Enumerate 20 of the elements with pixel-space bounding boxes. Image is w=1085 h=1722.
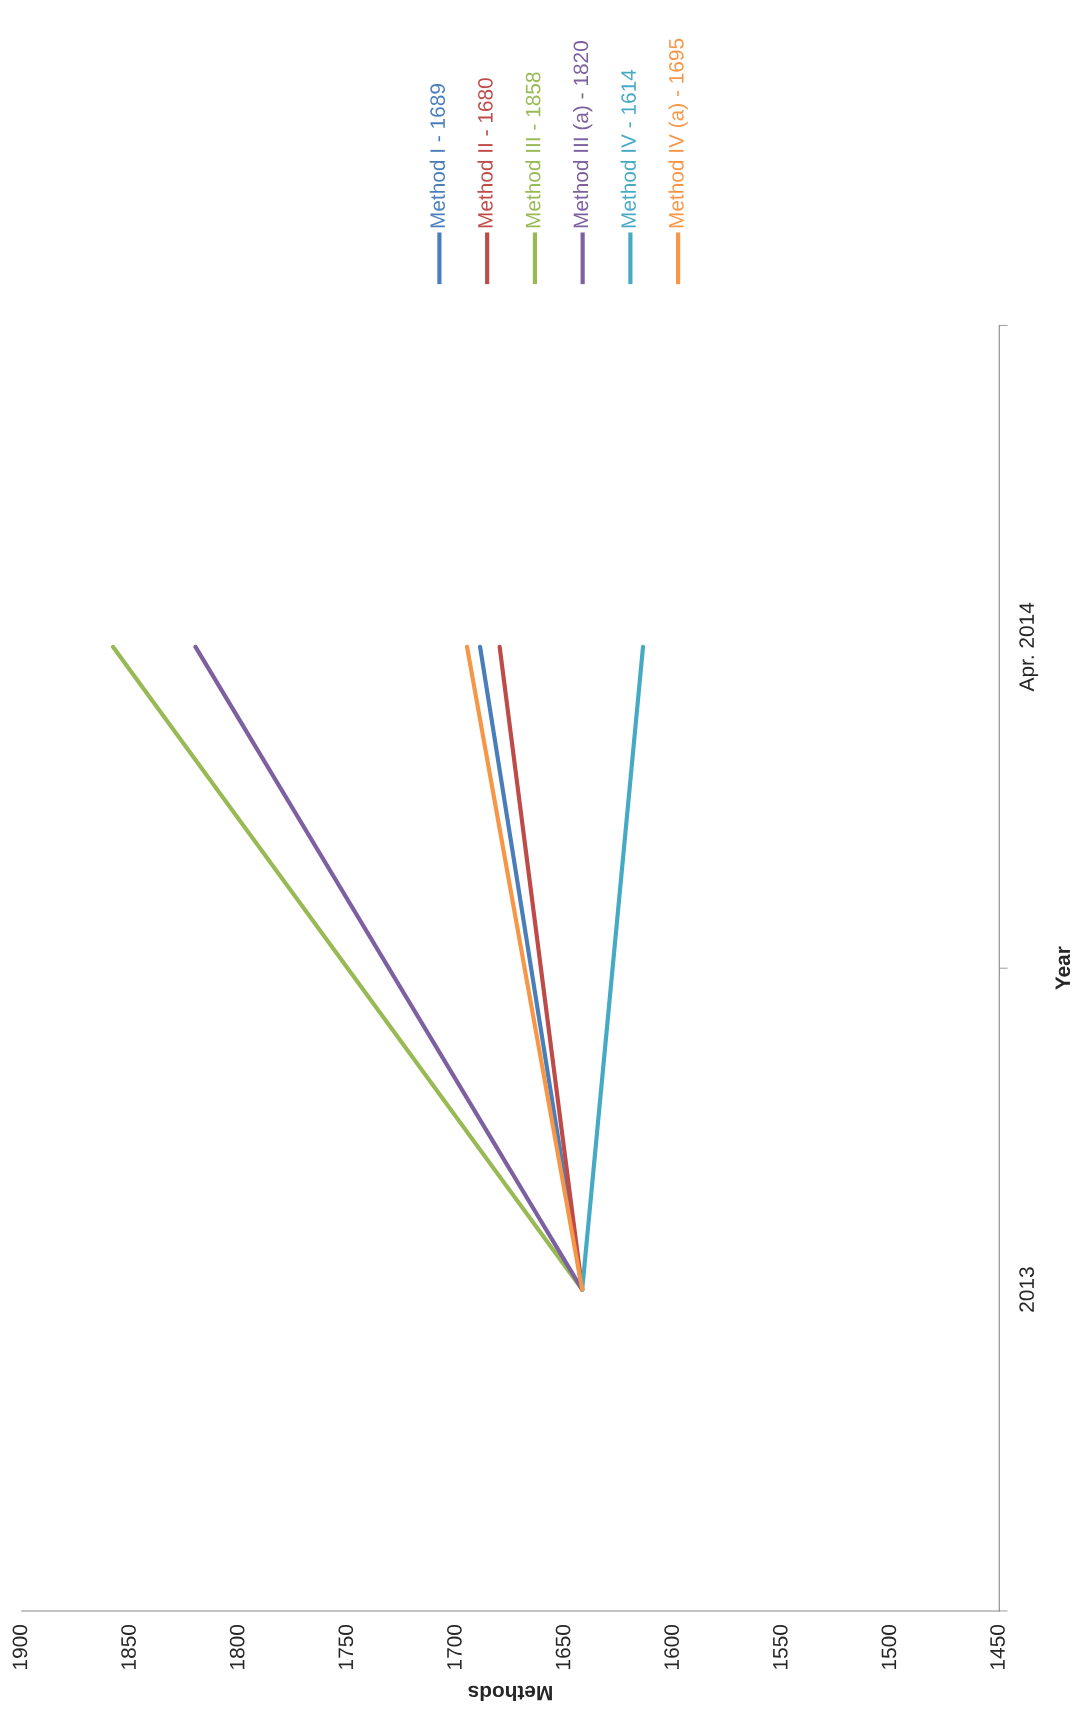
x-tick-label: 1800 xyxy=(229,1624,245,1669)
x-tick-label: 1600 xyxy=(664,1624,680,1669)
text: Method IV (a) - 1695 xyxy=(668,38,688,228)
x-axis-title: Methods xyxy=(468,1685,552,1701)
text: Method I - 1689 xyxy=(429,84,446,228)
x-tick-label: 1900 xyxy=(12,1624,28,1669)
x-tick-label: 1850 xyxy=(121,1624,136,1669)
y-axis-title: Year xyxy=(1055,946,1071,990)
text: Method IV - 1614 xyxy=(620,69,636,228)
x-tick-label: 1550 xyxy=(772,1624,788,1669)
x-tick-label: 1700 xyxy=(447,1624,462,1669)
y-tick-label: Apr. 2014 xyxy=(1019,602,1039,692)
x-tick-label: 1650 xyxy=(555,1624,571,1669)
x-tick-label: 1500 xyxy=(881,1624,897,1669)
x-tick-label: 1750 xyxy=(338,1624,354,1669)
text: Method III - 1858 xyxy=(525,72,541,228)
text: Method II - 1680 xyxy=(477,78,493,228)
y-tick-label: 2013 xyxy=(1019,1267,1035,1312)
text: Method III (a) - 1820 xyxy=(572,41,593,228)
x-tick-label: 1450 xyxy=(990,1624,1005,1669)
